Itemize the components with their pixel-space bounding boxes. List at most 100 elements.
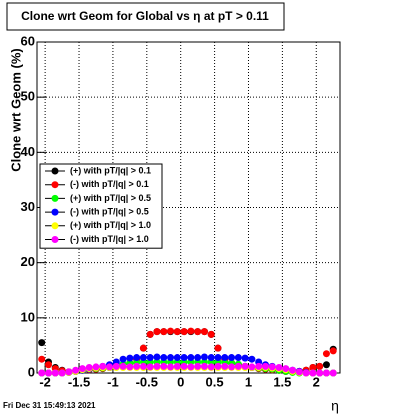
data-point <box>85 363 93 371</box>
data-point <box>282 365 290 373</box>
data-point <box>153 353 161 361</box>
data-point <box>207 354 215 362</box>
data-point <box>126 363 134 371</box>
data-point <box>187 327 195 335</box>
data-point <box>133 362 141 370</box>
data-point <box>200 353 208 361</box>
legend-label: (+) with pT/|q| > 1.0 <box>70 220 151 230</box>
title-box <box>6 2 285 31</box>
x-tick-label: -2 <box>39 374 51 389</box>
data-point <box>153 362 161 370</box>
data-point <box>133 354 141 362</box>
chart-title: Clone wrt Geom for Global vs η at pT > 0… <box>21 9 269 23</box>
x-tick-label: 0.5 <box>206 374 224 389</box>
x-tick-label: 0 <box>177 374 184 389</box>
x-tick-label: -0.5 <box>136 374 158 389</box>
data-point <box>92 363 100 371</box>
data-point <box>72 366 80 374</box>
x-tick-label: -1.5 <box>68 374 90 389</box>
data-point <box>58 369 66 377</box>
x-tick-label: 2 <box>313 374 320 389</box>
data-point <box>153 328 161 336</box>
data-point <box>214 362 222 370</box>
data-point <box>173 354 181 362</box>
data-point <box>194 362 202 370</box>
data-point <box>180 328 188 336</box>
data-point <box>180 362 188 370</box>
data-point <box>45 361 53 369</box>
data-point <box>234 354 242 362</box>
legend-label: (-) with pT/|q| > 0.1 <box>70 179 149 189</box>
y-tick-label: 0 <box>28 364 35 379</box>
data-point <box>160 354 168 362</box>
legend-marker <box>51 222 59 230</box>
data-point <box>78 365 86 373</box>
legend-marker <box>51 194 59 202</box>
data-point <box>268 363 276 371</box>
data-point <box>329 369 337 377</box>
data-point <box>45 369 53 377</box>
data-point <box>289 366 297 374</box>
y-tick-label: 10 <box>21 309 35 324</box>
legend-label: (+) with pT/|q| > 0.1 <box>70 165 151 175</box>
data-point <box>146 354 154 362</box>
data-point <box>248 363 256 371</box>
data-point <box>275 363 283 371</box>
data-point <box>329 347 337 355</box>
data-point <box>112 362 120 370</box>
data-point <box>241 362 249 370</box>
y-tick-label: 30 <box>21 199 35 214</box>
data-point <box>221 354 229 362</box>
data-point <box>173 362 181 370</box>
data-point <box>322 369 330 377</box>
data-point <box>139 354 147 362</box>
y-tick-label: 60 <box>21 33 35 48</box>
data-point <box>234 362 242 370</box>
y-tick-label: 20 <box>21 254 35 269</box>
data-point <box>160 328 168 336</box>
data-point <box>38 355 46 363</box>
data-point <box>187 354 195 362</box>
data-point <box>316 362 324 370</box>
x-tick-label: -1 <box>107 374 119 389</box>
data-point <box>228 354 236 362</box>
x-tick-label: 1 <box>245 374 252 389</box>
x-axis-label: η <box>331 398 339 414</box>
data-point <box>99 362 107 370</box>
legend-marker <box>51 181 59 189</box>
data-point <box>207 363 215 371</box>
y-axis-label: Clone wrt Geom (%) <box>8 48 23 172</box>
data-point <box>200 362 208 370</box>
data-point <box>221 362 229 370</box>
data-point <box>126 354 134 362</box>
data-point <box>160 362 168 370</box>
legend-box <box>39 163 163 249</box>
data-point <box>106 363 114 371</box>
y-tick-label: 40 <box>21 144 35 159</box>
data-point <box>180 354 188 362</box>
data-point <box>119 362 127 370</box>
data-point <box>194 354 202 362</box>
data-point <box>200 328 208 336</box>
legend-label: (+) with pT/|q| > 0.5 <box>70 193 151 203</box>
legend-label: (-) with pT/|q| > 0.5 <box>70 206 149 216</box>
data-point <box>139 362 147 370</box>
legend-marker <box>51 208 59 216</box>
data-point <box>322 350 330 358</box>
data-point <box>248 355 256 363</box>
data-point <box>167 354 175 362</box>
data-point <box>309 369 317 377</box>
data-point <box>214 354 222 362</box>
data-point <box>295 368 303 376</box>
data-point <box>316 369 324 377</box>
data-point <box>255 362 263 370</box>
data-point <box>214 344 222 352</box>
data-point <box>51 369 59 377</box>
data-point <box>261 362 269 370</box>
data-point <box>322 361 330 369</box>
data-point <box>65 368 73 376</box>
data-point <box>173 328 181 336</box>
data-point <box>309 363 317 371</box>
data-point <box>302 369 310 377</box>
